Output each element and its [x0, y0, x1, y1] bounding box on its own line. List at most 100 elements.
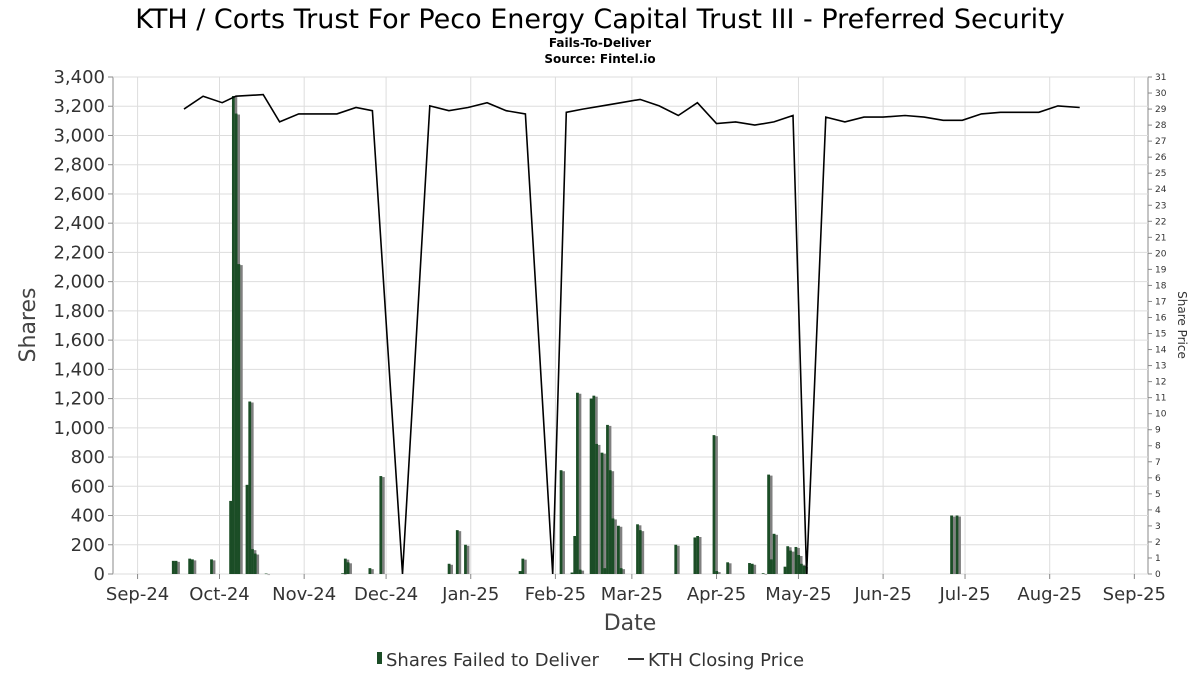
fails-bar: [171, 560, 175, 574]
legend: Shares Failed to Deliver KTH Closing Pri…: [377, 650, 804, 671]
fails-bar: [455, 530, 459, 574]
fails-bar-shadow: [578, 393, 582, 574]
y2-tick-label: 8: [1155, 442, 1161, 452]
fails-bar: [693, 537, 697, 574]
fails-bar: [786, 546, 790, 574]
fails-bar-shadow: [450, 564, 453, 574]
fails-bar: [174, 560, 178, 574]
fails-bar-shadow: [371, 569, 374, 574]
x-tick-label: Aug-25: [1017, 584, 1082, 605]
fails-bar: [578, 569, 582, 574]
fails-bar-shadow: [698, 536, 702, 574]
y-tick-label: 200: [71, 535, 105, 556]
fails-bar: [802, 565, 806, 574]
fails-bar: [518, 571, 522, 574]
fails-bar-shadow: [251, 402, 254, 574]
fails-bar: [603, 568, 607, 574]
fails-bar: [464, 544, 467, 574]
y2-tick-label: 26: [1155, 153, 1167, 163]
fails-bar: [559, 470, 563, 574]
fails-bar: [210, 559, 213, 574]
y-tick-label: 1,800: [53, 301, 105, 322]
fails-bar-shadow: [581, 570, 585, 574]
fails-bar: [696, 535, 700, 574]
fails-bar: [190, 559, 194, 574]
fails-bar: [264, 573, 268, 575]
fails-bar-shadow: [952, 516, 956, 574]
chart-source: Source: Fintel.io: [544, 52, 655, 66]
y-tick-label: 3,200: [53, 96, 105, 117]
fails-bar: [772, 533, 776, 574]
fails-bar: [748, 563, 751, 574]
fails-bar-shadow: [597, 444, 601, 574]
x-tick-label: Nov-24: [272, 584, 336, 605]
fails-bar: [595, 443, 598, 574]
y2-tick-label: 1: [1155, 554, 1161, 564]
fails-bar-shadow: [267, 574, 271, 576]
fails-bar: [619, 568, 623, 574]
fails-bar-shadow: [619, 526, 623, 574]
y2-tick-label: 12: [1155, 378, 1166, 388]
legend-bar-swatch: [377, 652, 382, 664]
x-axis-ticks: Sep-24 Oct-24 Nov-24 Dec-24 Jan-25 Feb-25 Mar-…: [106, 574, 1166, 605]
y2-tick-label: 9: [1155, 426, 1161, 436]
y-tick-label: 3,000: [53, 125, 105, 146]
x-tick-label: May-25: [765, 584, 831, 605]
x-tick-label: Sep-24: [106, 584, 169, 605]
fails-bar: [608, 470, 612, 574]
y2-axis-ticks: 0123456789101112131415161718192021222324…: [1148, 73, 1167, 580]
fails-bar: [368, 568, 372, 574]
fails-bar: [794, 546, 798, 574]
fails-bar: [343, 558, 347, 574]
fails-bar-shadow: [343, 574, 347, 575]
x-tick-label: Apr-25: [687, 584, 746, 605]
gridlines: [113, 76, 1148, 575]
fails-bar: [245, 484, 249, 574]
y2-tick-label: 15: [1155, 330, 1166, 340]
y2-tick-label: 31: [1155, 73, 1166, 83]
y-axis-label: Shares: [16, 288, 41, 363]
chart-title: KTH / Corts Trust For Peco Energy Capita…: [135, 4, 1065, 35]
fails-bar-shadow: [622, 569, 626, 574]
fails-bar: [712, 435, 716, 574]
fails-bar-shadow: [715, 436, 718, 574]
fails-bar-shadow: [718, 572, 721, 574]
fails-bar: [251, 549, 254, 574]
y2-tick-label: 20: [1155, 249, 1167, 259]
y2-axis-label: Share Price: [1175, 291, 1189, 359]
y2-tick-label: 6: [1155, 474, 1161, 484]
fails-bar: [447, 563, 451, 574]
fails-bar: [229, 500, 233, 574]
fails-bar: [346, 562, 350, 574]
y-tick-label: 400: [71, 506, 105, 527]
fails-bar: [248, 401, 252, 574]
y-tick-label: 1,600: [53, 330, 105, 351]
y2-tick-label: 5: [1155, 490, 1161, 500]
y2-tick-label: 11: [1155, 394, 1166, 404]
y2-tick-label: 3: [1155, 522, 1161, 532]
fails-bar: [789, 550, 792, 574]
y-axis-ticks: 0 200 400 600 800 1,000 1,200 1,400 1,600 1,800 2,…: [53, 67, 113, 585]
fails-bar-shadow: [349, 563, 352, 574]
y2-tick-label: 22: [1155, 217, 1166, 227]
x-tick-label: Jan-25: [441, 584, 499, 605]
y2-tick-label: 27: [1155, 137, 1166, 147]
y2-tick-label: 29: [1155, 105, 1167, 115]
fails-bar-shadow: [958, 516, 961, 574]
y2-tick-label: 16: [1155, 313, 1167, 323]
fails-bar-shadow: [466, 545, 470, 574]
fails-bar-shadow: [614, 519, 617, 574]
fails-bar-shadow: [603, 453, 606, 574]
y2-tick-label: 4: [1155, 506, 1161, 516]
fails-bar-shadow: [641, 531, 645, 574]
chart-subtitle: Fails-To-Deliver: [549, 36, 651, 50]
fails-bar-shadow: [562, 471, 565, 574]
fails-bar: [573, 535, 577, 574]
legend-price-label: KTH Closing Price: [648, 650, 804, 671]
fails-bar: [636, 524, 639, 574]
x-tick-label: Dec-24: [354, 584, 418, 605]
fails-bar: [750, 563, 754, 574]
fails-bar: [576, 392, 579, 574]
fails-bar: [797, 554, 801, 574]
